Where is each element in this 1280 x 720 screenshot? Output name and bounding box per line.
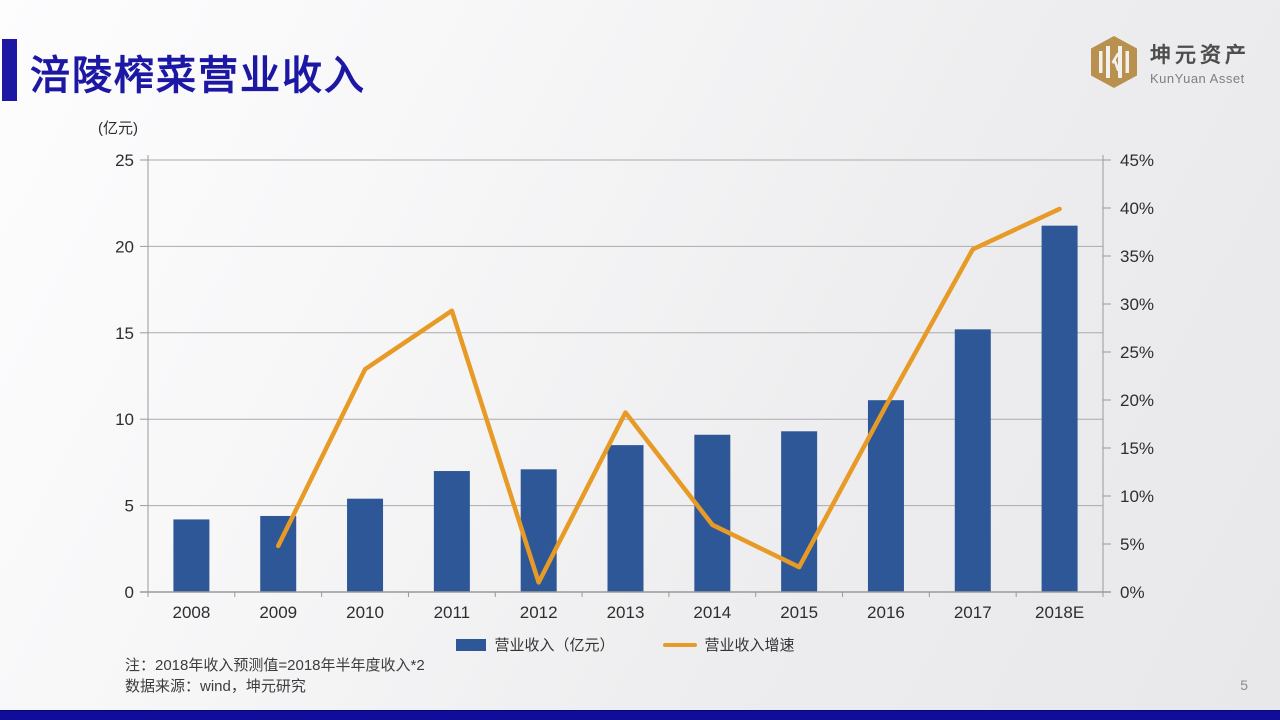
company-logo: 坤元资产 KunYuan Asset bbox=[1090, 35, 1250, 89]
slide-title: 涪陵榨菜营业收入 bbox=[30, 54, 366, 98]
left-axis-tick-label: 10 bbox=[115, 410, 134, 429]
growth-line-swatch bbox=[662, 642, 697, 647]
revenue-bar bbox=[520, 469, 557, 592]
x-axis-label: 2008 bbox=[172, 603, 210, 622]
x-axis-label: 2009 bbox=[259, 603, 297, 622]
right-axis-tick-label: 5% bbox=[1120, 535, 1145, 554]
revenue-bar bbox=[694, 434, 731, 592]
revenue-bar bbox=[607, 445, 644, 592]
revenue-bar bbox=[347, 498, 384, 592]
legend-revenue-label: 营业收入（亿元） bbox=[494, 637, 615, 654]
right-axis-tick-label: 35% bbox=[1120, 247, 1154, 266]
revenue-bar bbox=[433, 471, 470, 592]
left-axis-tick-label: 25 bbox=[115, 151, 134, 170]
title-accent-bar bbox=[2, 39, 17, 101]
revenue-bar bbox=[954, 329, 991, 592]
revenue-bar-swatch bbox=[456, 638, 487, 651]
data-source-line: 数据来源：wind，坤元研究 bbox=[125, 678, 306, 695]
left-axis-tick-label: 20 bbox=[115, 237, 134, 256]
x-axis-label: 2018E bbox=[1035, 603, 1084, 622]
logo-text: 坤元资产 KunYuan Asset bbox=[1150, 39, 1250, 86]
right-axis-tick-label: 30% bbox=[1120, 295, 1154, 314]
right-axis-tick-label: 25% bbox=[1120, 343, 1154, 362]
left-axis-tick-label: 5 bbox=[125, 497, 134, 516]
right-axis-tick-label: 40% bbox=[1120, 199, 1154, 218]
revenue-bar bbox=[1041, 225, 1078, 592]
growth-line bbox=[275, 206, 1062, 585]
x-axis-label: 2013 bbox=[607, 603, 645, 622]
x-axis-label: 2012 bbox=[520, 603, 558, 622]
legend-item-revenue: 营业收入（亿元） bbox=[456, 634, 615, 655]
logo-hexagon-icon bbox=[1091, 36, 1137, 88]
footnotes: 注：2018年收入预测值=2018年半年度收入*2 数据来源：wind，坤元研究 bbox=[125, 655, 425, 697]
right-axis-tick-label: 20% bbox=[1120, 391, 1154, 410]
chart-legend: 营业收入（亿元） 营业收入增速 bbox=[148, 634, 1103, 655]
logo-name-cn: 坤元资产 bbox=[1150, 43, 1250, 67]
revenue-bar bbox=[173, 519, 210, 592]
left-axis-unit-label: (亿元) bbox=[98, 120, 138, 137]
right-axis-tick-label: 45% bbox=[1120, 151, 1154, 170]
x-axis-label: 2011 bbox=[434, 603, 471, 622]
x-axis-label: 2015 bbox=[780, 603, 818, 622]
page-number: 5 bbox=[1240, 677, 1248, 693]
right-axis-tick-label: 15% bbox=[1120, 439, 1154, 458]
footnote-line: 注：2018年收入预测值=2018年半年度收入*2 bbox=[125, 657, 425, 674]
left-axis-tick-label: 15 bbox=[115, 324, 134, 343]
legend-growth-label: 营业收入增速 bbox=[704, 637, 795, 654]
x-axis-label: 2017 bbox=[954, 603, 992, 622]
x-axis-label: 2014 bbox=[693, 603, 731, 622]
x-axis-label: 2016 bbox=[867, 603, 905, 622]
left-axis-tick-label: 0 bbox=[125, 583, 134, 602]
logo-name-en: KunYuan Asset bbox=[1150, 70, 1245, 86]
x-axis-label: 2010 bbox=[346, 603, 384, 622]
right-axis-tick-label: 0% bbox=[1120, 583, 1145, 602]
legend-item-growth: 营业收入增速 bbox=[662, 634, 795, 655]
bottom-bar bbox=[0, 710, 1280, 720]
right-axis-tick-label: 10% bbox=[1120, 487, 1154, 506]
revenue-bar bbox=[260, 515, 297, 592]
